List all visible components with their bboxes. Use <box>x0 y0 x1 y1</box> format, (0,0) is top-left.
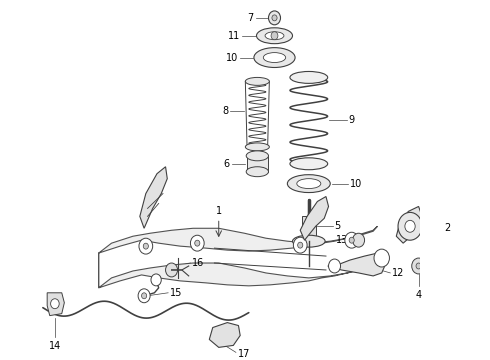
Circle shape <box>345 232 359 248</box>
Circle shape <box>398 212 422 240</box>
Circle shape <box>271 32 278 40</box>
Text: 2: 2 <box>444 223 451 233</box>
Circle shape <box>416 263 421 269</box>
Polygon shape <box>140 167 167 228</box>
Circle shape <box>297 242 303 248</box>
Ellipse shape <box>290 72 328 84</box>
Polygon shape <box>47 293 64 316</box>
Ellipse shape <box>265 32 284 40</box>
Ellipse shape <box>287 175 330 193</box>
Circle shape <box>195 240 200 246</box>
Circle shape <box>294 237 307 253</box>
Circle shape <box>269 11 280 25</box>
Text: 8: 8 <box>222 106 228 116</box>
Circle shape <box>328 259 341 273</box>
Text: 12: 12 <box>392 268 404 278</box>
Ellipse shape <box>246 151 269 161</box>
Polygon shape <box>209 323 240 347</box>
Polygon shape <box>328 253 386 276</box>
Circle shape <box>412 258 425 274</box>
Circle shape <box>143 243 148 249</box>
Polygon shape <box>396 206 422 243</box>
Polygon shape <box>245 81 270 147</box>
Polygon shape <box>425 223 442 254</box>
Circle shape <box>272 15 277 21</box>
Circle shape <box>151 274 161 286</box>
Text: 17: 17 <box>238 349 250 359</box>
Text: 11: 11 <box>228 31 240 41</box>
Circle shape <box>191 235 204 251</box>
Circle shape <box>139 238 153 254</box>
Text: 1: 1 <box>216 206 222 216</box>
Bar <box>302 216 316 241</box>
Circle shape <box>353 233 365 247</box>
Ellipse shape <box>245 77 270 85</box>
Text: 9: 9 <box>348 115 354 125</box>
Ellipse shape <box>246 167 269 177</box>
Text: 4: 4 <box>416 290 422 300</box>
Circle shape <box>50 299 59 309</box>
Circle shape <box>374 249 390 267</box>
Circle shape <box>448 220 479 256</box>
Ellipse shape <box>293 235 325 247</box>
Circle shape <box>455 228 472 248</box>
Circle shape <box>138 289 150 303</box>
Text: 14: 14 <box>49 341 61 351</box>
Text: 15: 15 <box>170 288 182 298</box>
Ellipse shape <box>254 48 295 67</box>
Ellipse shape <box>297 179 321 189</box>
Circle shape <box>166 263 177 277</box>
Circle shape <box>460 234 466 242</box>
Text: 13: 13 <box>336 235 348 245</box>
Text: 7: 7 <box>247 13 254 23</box>
Text: 5: 5 <box>335 221 341 231</box>
Ellipse shape <box>245 143 270 151</box>
Circle shape <box>142 293 147 299</box>
Text: 6: 6 <box>224 159 230 169</box>
Ellipse shape <box>263 53 286 63</box>
Polygon shape <box>300 197 328 240</box>
Text: 10: 10 <box>226 53 239 63</box>
Ellipse shape <box>256 28 293 44</box>
Text: 10: 10 <box>350 179 362 189</box>
Ellipse shape <box>290 158 328 170</box>
Circle shape <box>349 237 354 243</box>
Text: 16: 16 <box>192 258 204 268</box>
Bar <box>247 156 268 172</box>
Circle shape <box>405 220 415 232</box>
Polygon shape <box>98 226 377 288</box>
